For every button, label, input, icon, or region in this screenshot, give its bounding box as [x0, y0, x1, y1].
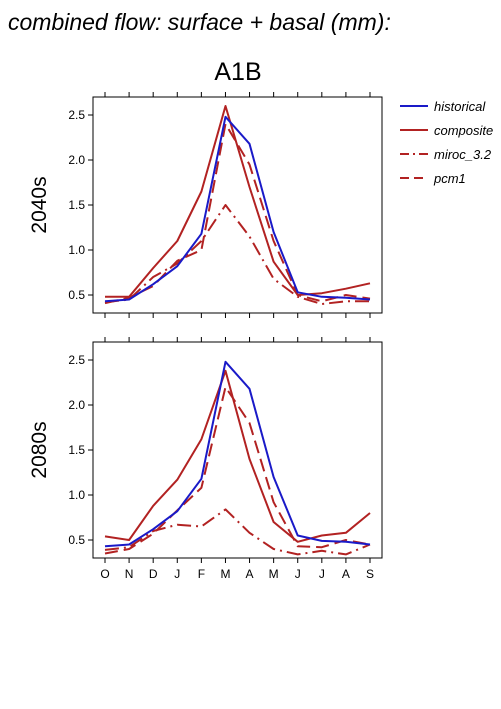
y-tick-label: 0.5	[68, 533, 85, 547]
series-line-miroc-3-2	[104, 508, 371, 556]
panel-label: 2040s	[28, 176, 51, 233]
panel-label: 2080s	[28, 421, 51, 478]
legend-label: pcm1	[433, 171, 466, 186]
chart-title: combined flow: surface + basal (mm):	[8, 9, 391, 35]
x-tick-label: A	[342, 567, 350, 581]
series-line-composite	[104, 369, 371, 543]
y-tick-label: 0.5	[68, 288, 85, 302]
x-tick-label: M	[220, 567, 230, 581]
x-tick-label: D	[149, 567, 158, 581]
panels: 2040s 0.5 1.0 1.5 2.0 2.5 2080s 0.5 1.0 1.5 2.0 2.5…	[28, 92, 383, 581]
series-line-composite	[105, 105, 371, 298]
y-tick-label: 1.0	[68, 243, 85, 257]
legend-label: composite	[434, 123, 493, 138]
y-tick-label: 2.0	[68, 153, 85, 167]
y-tick-label: 2.0	[68, 398, 85, 412]
x-tick-label: S	[366, 567, 374, 581]
x-tick-label: A	[246, 567, 254, 581]
legend: historical composite miroc_3.2 pcm1	[400, 99, 493, 186]
scenario-title: A1B	[214, 58, 261, 86]
x-tick-label: O	[100, 567, 109, 581]
x-tick-label: J	[319, 567, 325, 581]
x-tick-label: N	[125, 567, 134, 581]
series-line-historical	[104, 115, 371, 303]
panel-2080s: 2080s 0.5 1.0 1.5 2.0 2.5 O N D J F M A M J J A S	[28, 337, 383, 581]
x-tick-label: J	[174, 567, 180, 581]
series-line-pcm1	[104, 386, 371, 555]
series-line-historical	[104, 360, 371, 548]
legend-label: historical	[434, 99, 486, 114]
legend-label: miroc_3.2	[434, 147, 492, 162]
y-tick-label: 2.5	[68, 108, 85, 122]
legend-item: composite	[400, 123, 493, 138]
y-tick-label: 1.5	[68, 443, 85, 457]
y-tick-label: 1.0	[68, 488, 85, 502]
legend-item: historical	[400, 99, 486, 114]
y-tick-label: 1.5	[68, 198, 85, 212]
x-tick-label: M	[269, 567, 279, 581]
panel-2040s: 2040s 0.5 1.0 1.5 2.0 2.5	[28, 92, 383, 318]
x-tick-label: J	[295, 567, 301, 581]
legend-item: miroc_3.2	[400, 147, 492, 162]
legend-item: pcm1	[400, 171, 466, 186]
y-tick-label: 2.5	[68, 353, 85, 367]
series-line-pcm1	[104, 123, 371, 305]
x-tick-label: F	[198, 567, 205, 581]
